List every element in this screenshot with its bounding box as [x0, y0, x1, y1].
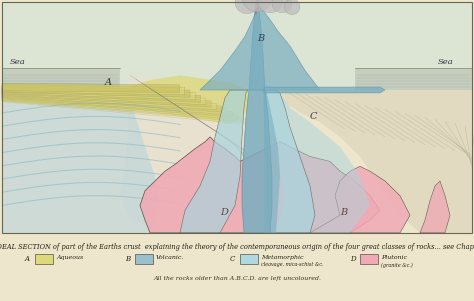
Polygon shape: [120, 75, 248, 227]
Polygon shape: [310, 166, 410, 233]
Circle shape: [272, 0, 292, 13]
Polygon shape: [242, 2, 272, 233]
Polygon shape: [264, 90, 315, 233]
Polygon shape: [2, 93, 227, 114]
Polygon shape: [2, 75, 248, 124]
Polygon shape: [2, 97, 248, 124]
Polygon shape: [2, 95, 237, 119]
Polygon shape: [264, 90, 280, 233]
Polygon shape: [140, 137, 380, 233]
Text: All the rocks older than A.B.C.D. are left uncoloured.: All the rocks older than A.B.C.D. are le…: [153, 276, 321, 281]
Polygon shape: [2, 87, 201, 102]
Polygon shape: [2, 69, 120, 90]
Text: (granite &c.): (granite &c.): [381, 262, 413, 268]
Polygon shape: [2, 96, 243, 122]
Text: B: B: [125, 255, 130, 263]
Text: Sea: Sea: [10, 57, 26, 66]
Text: Plutonic: Plutonic: [381, 255, 407, 260]
Polygon shape: [280, 90, 472, 233]
Bar: [240, 254, 258, 264]
Text: Sea: Sea: [438, 57, 454, 66]
Polygon shape: [2, 85, 190, 97]
Polygon shape: [2, 94, 232, 117]
Text: IDEAL SECTION of part of the Earths crust  explaining the theory of the contempo: IDEAL SECTION of part of the Earths crus…: [0, 243, 474, 251]
Polygon shape: [2, 91, 216, 110]
Polygon shape: [180, 90, 248, 233]
Text: D: D: [220, 208, 228, 217]
Polygon shape: [200, 2, 320, 90]
Bar: [2, 2, 472, 90]
Bar: [360, 254, 378, 264]
Polygon shape: [264, 87, 385, 93]
Bar: [135, 254, 153, 264]
Text: D: D: [350, 255, 356, 263]
Polygon shape: [355, 69, 472, 90]
Circle shape: [284, 0, 300, 15]
Polygon shape: [2, 84, 185, 95]
Text: C: C: [310, 112, 318, 121]
Bar: [35, 254, 53, 264]
Text: B: B: [340, 208, 347, 217]
Circle shape: [257, 0, 283, 13]
Polygon shape: [420, 181, 450, 233]
Polygon shape: [2, 92, 222, 112]
Polygon shape: [2, 83, 180, 92]
Text: Aqueous: Aqueous: [56, 255, 83, 260]
Circle shape: [235, 0, 259, 14]
Text: Metamorphic: Metamorphic: [261, 255, 303, 260]
Polygon shape: [2, 86, 195, 100]
Polygon shape: [2, 88, 206, 105]
Text: A: A: [105, 78, 112, 87]
Circle shape: [242, 0, 272, 12]
Text: A: A: [25, 255, 30, 263]
Text: Volcanic.: Volcanic.: [156, 255, 184, 260]
Text: cleavage, mica-schist &c.: cleavage, mica-schist &c.: [261, 262, 323, 267]
Text: C: C: [230, 255, 236, 263]
Polygon shape: [264, 90, 370, 233]
Text: B: B: [257, 34, 264, 43]
Polygon shape: [2, 95, 160, 233]
Polygon shape: [2, 89, 211, 107]
Polygon shape: [255, 2, 258, 15]
